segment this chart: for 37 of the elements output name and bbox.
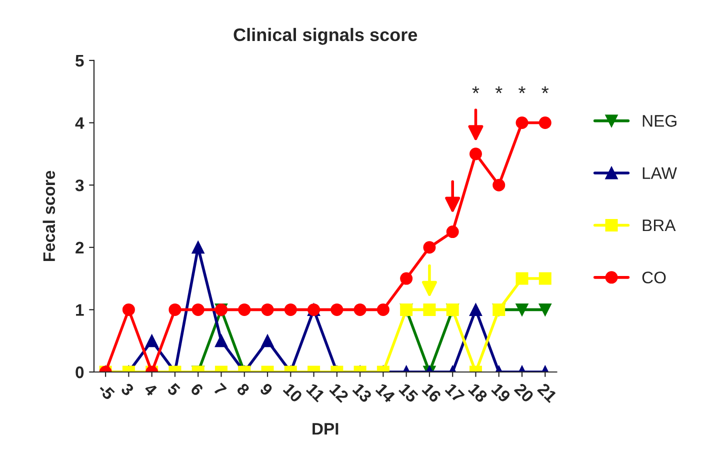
x-tick-label: -5 xyxy=(97,382,116,401)
x-tick-label: 16 xyxy=(422,382,442,404)
y-tick-label: 4 xyxy=(75,117,84,129)
y-axis-title: Fecal score xyxy=(42,170,56,261)
legend-label: BRA xyxy=(642,220,676,232)
annotation: * xyxy=(495,86,502,94)
x-tick-label: 20 xyxy=(514,382,534,404)
x-tick-label: 3 xyxy=(120,382,135,397)
x-tick-label: 13 xyxy=(352,382,372,404)
x-tick-label: 8 xyxy=(236,382,250,397)
x-tick-label: 10 xyxy=(282,382,303,404)
annotation: * xyxy=(518,86,526,94)
x-tick-label: 5 xyxy=(166,382,181,397)
x-tick-label: 9 xyxy=(259,382,274,396)
annotation: * xyxy=(542,86,549,94)
x-tick-label: 11 xyxy=(306,382,326,402)
y-tick-label: 2 xyxy=(76,242,84,254)
x-axis-title: DPI xyxy=(312,423,338,435)
x-tick-label: 15 xyxy=(398,382,419,404)
x-tick-label: 6 xyxy=(190,382,204,397)
x-tick-label: 14 xyxy=(375,382,396,404)
chart-title: Clinical signals score xyxy=(234,28,418,45)
legend-label: CO xyxy=(642,272,666,284)
legend-label: NEG xyxy=(642,115,676,127)
x-tick-label: 17 xyxy=(444,382,465,403)
y-tick-label: 3 xyxy=(75,179,84,192)
x-tick-label: 7 xyxy=(213,382,227,396)
x-tick-label: 12 xyxy=(329,382,350,403)
annotation: * xyxy=(472,86,480,94)
y-tick-label: 1 xyxy=(76,304,84,316)
y-tick-label: 5 xyxy=(76,55,84,67)
x-tick-label: 4 xyxy=(143,382,158,397)
x-tick-label: 21 xyxy=(537,382,558,404)
x-tick-label: 19 xyxy=(490,382,512,404)
y-tick-label: 0 xyxy=(76,366,84,378)
legend-label: LAW xyxy=(642,167,677,179)
x-tick-label: 18 xyxy=(468,382,488,404)
